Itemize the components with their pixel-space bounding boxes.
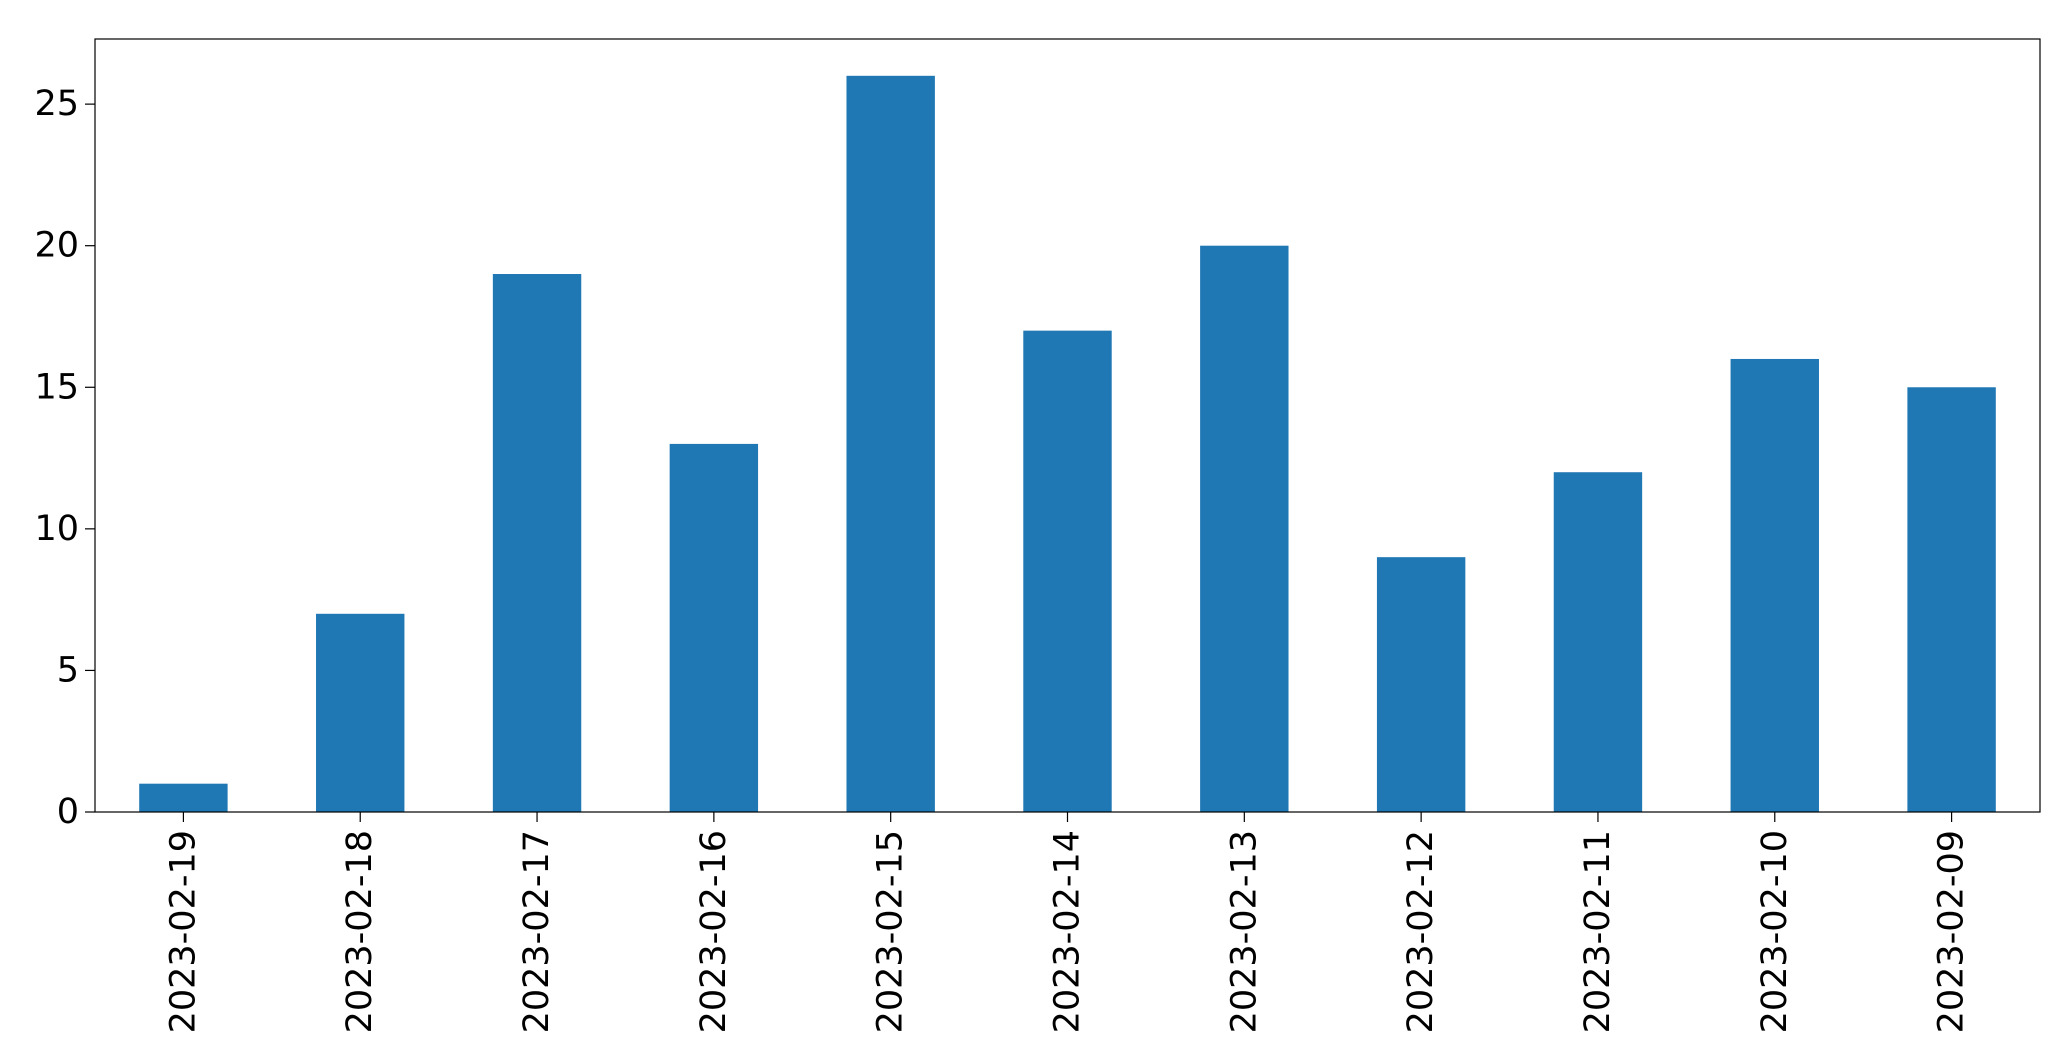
x-tick-label: 2023-02-09 [1932,830,1972,1033]
plot-frame [94,38,2041,813]
y-tick-label: 0 [57,792,79,832]
bar-2023-02-11 [1553,472,1643,812]
bar-2023-02-16 [669,443,759,812]
x-tick-label: 2023-02-14 [1048,830,1088,1033]
bar-2023-02-15 [846,75,935,813]
x-tick-label: 2023-02-11 [1578,830,1618,1033]
x-tick-label: 2023-02-18 [340,830,380,1033]
y-tick-label: 25 [34,84,79,124]
bar-2023-02-18 [316,613,405,812]
bar-2023-02-09 [1907,387,1996,812]
bar-2023-02-13 [1200,245,1289,812]
x-tick-label: 2023-02-16 [694,830,734,1033]
y-tick-label: 10 [34,509,79,549]
bar-2023-02-12 [1376,557,1466,812]
bar-2023-02-19 [139,783,228,812]
y-axis: 0 5 10 15 20 25 [34,84,95,832]
bar-2023-02-17 [492,274,582,812]
bars-group [139,75,1996,813]
y-tick-label: 20 [34,226,79,266]
x-tick-label: 2023-02-15 [871,830,911,1033]
x-tick-label: 2023-02-17 [517,830,557,1033]
bar-2023-02-14 [1023,330,1112,812]
x-tick-label: 2023-02-12 [1401,830,1441,1033]
y-tick-label: 15 [34,367,79,407]
x-tick-label: 2023-02-19 [163,830,203,1033]
bar-2023-02-10 [1730,358,1819,812]
y-tick-label: 5 [57,650,79,690]
x-axis: 2023-02-19 2023-02-18 2023-02-17 2023-02-16… [163,812,1972,1033]
x-tick-label: 2023-02-10 [1755,830,1795,1033]
x-tick-label: 2023-02-13 [1224,830,1264,1033]
